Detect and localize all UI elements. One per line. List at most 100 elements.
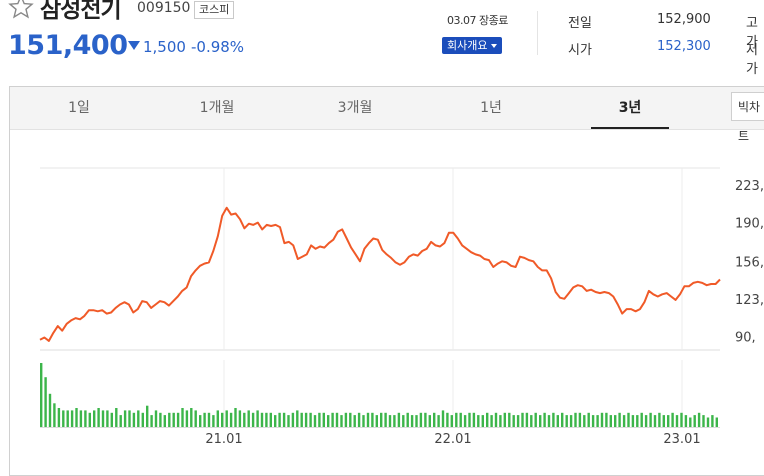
volume-bar: [472, 412, 476, 427]
volume-bar: [675, 415, 679, 427]
volume-bar: [300, 412, 303, 427]
volume-bar: [543, 412, 546, 427]
volume-bar: [667, 415, 670, 427]
favorite-star-icon[interactable]: [8, 0, 34, 20]
y-tick-label: 123,: [735, 293, 764, 308]
volume-bar: [123, 410, 127, 427]
volume-bar: [715, 417, 718, 427]
volume-bar: [287, 415, 290, 427]
volume-bar: [66, 410, 69, 427]
volume-bar: [251, 412, 255, 427]
volume-bar: [119, 415, 122, 427]
volume-bar: [578, 412, 582, 427]
volume-bar: [234, 408, 237, 427]
price-change: 1,500: [143, 38, 186, 56]
chart-panel: [9, 86, 764, 476]
volume-bar: [433, 412, 436, 427]
volume-bar: [415, 415, 418, 427]
volume-bar: [618, 412, 621, 427]
volume-bar: [106, 410, 109, 427]
volume-bar: [172, 412, 175, 427]
volume-bar: [375, 415, 378, 427]
volume-bar: [512, 415, 515, 427]
volume-bar: [163, 415, 166, 427]
volume-bar: [424, 412, 427, 427]
volume-bar: [221, 412, 224, 427]
volume-bar: [168, 412, 171, 427]
company-overview-label: 회사개요: [447, 39, 488, 52]
volume-bar: [150, 415, 153, 427]
volume-bar: [419, 412, 423, 427]
volume-bar: [53, 403, 56, 427]
volume-bar: [516, 415, 520, 427]
volume-bar: [591, 415, 595, 427]
y-tick-label: 223,: [735, 179, 764, 194]
current-price: 151,400: [8, 30, 128, 61]
volume-bar: [499, 415, 502, 427]
volume-bar: [357, 412, 361, 427]
stock-code: 009150: [137, 0, 191, 16]
volume-bar: [428, 415, 431, 427]
volume-bar: [362, 415, 365, 427]
volume-bar: [75, 408, 78, 427]
low-label: 저가: [746, 43, 758, 77]
volume-bar: [393, 415, 396, 427]
volume-bar: [349, 412, 352, 427]
big-chart-button[interactable]: 빅차트: [731, 92, 764, 143]
volume-bar: [296, 410, 299, 427]
volume-bar: [207, 412, 211, 427]
volume-bar: [203, 412, 206, 427]
volume-bar: [88, 412, 91, 427]
volume-bar: [503, 412, 506, 427]
market-status: 03.07 장종료: [447, 14, 508, 27]
tab-3month[interactable]: 3개월: [337, 100, 373, 116]
tab-1year[interactable]: 1년: [480, 100, 502, 116]
volume-bar: [216, 410, 219, 427]
volume-bar: [44, 377, 47, 427]
volume-bar: [565, 415, 568, 427]
x-tick-label: 22.01: [434, 432, 471, 447]
volume-bar: [154, 410, 158, 427]
volume-bar: [490, 415, 493, 427]
tab-1day[interactable]: 1일: [68, 100, 90, 116]
volume-bar: [243, 412, 246, 427]
volume-bar: [181, 408, 184, 427]
volume-bar: [366, 412, 370, 427]
volume-bar: [539, 415, 542, 427]
volume-bar: [587, 412, 590, 427]
volume-bar: [84, 410, 87, 427]
volume-bar: [614, 415, 617, 427]
tab-1month[interactable]: 1개월: [199, 100, 235, 116]
volume-bar: [605, 412, 608, 427]
volume-bar: [115, 408, 118, 427]
tab-3year[interactable]: 3년: [591, 87, 669, 129]
volume-bar: [97, 408, 100, 427]
volume-bar: [530, 415, 533, 427]
volume-bar: [711, 415, 714, 427]
volume-bar: [225, 410, 228, 427]
volume-bar: [256, 410, 259, 427]
volume-bar: [653, 415, 657, 427]
volume-bar: [640, 412, 643, 427]
y-tick-label: 156,: [735, 255, 764, 270]
volume-bar: [371, 412, 374, 427]
volume-bar: [631, 415, 635, 427]
volume-bar: [410, 415, 414, 427]
volume-bar: [176, 412, 180, 427]
volume-bar: [693, 415, 696, 427]
volume-bar: [508, 412, 511, 427]
volume-bar: [327, 415, 330, 427]
volume-bar: [468, 412, 471, 427]
volume-bar: [137, 410, 140, 427]
volume-bar: [446, 412, 449, 427]
company-overview-button[interactable]: 회사개요: [442, 37, 503, 54]
volume-bar: [459, 412, 462, 427]
open-value: 152,300: [657, 39, 711, 54]
volume-bar: [282, 412, 286, 427]
volume-bar: [406, 412, 409, 427]
volume-bar: [463, 415, 467, 427]
volume-bar: [40, 363, 43, 427]
volume-bar: [48, 393, 52, 427]
price-chart: 223, 190, 156, 123, 90, 21.01 22.01 23.01: [39, 167, 764, 447]
y-tick-label: 190,: [735, 217, 764, 232]
